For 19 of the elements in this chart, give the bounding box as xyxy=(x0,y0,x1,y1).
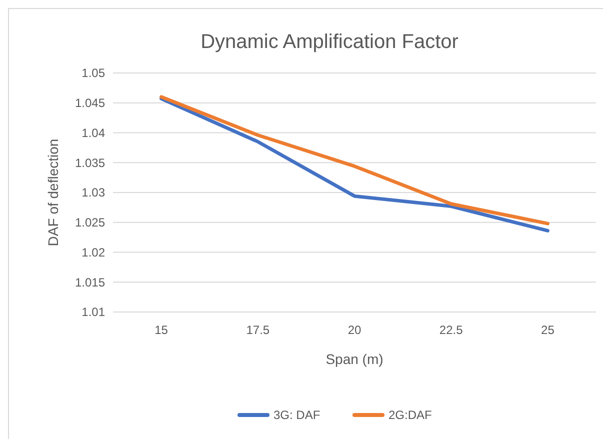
y-tick-label: 1.015 xyxy=(74,275,106,290)
x-tick-label: 17.5 xyxy=(246,323,270,337)
x-tick-label: 20 xyxy=(348,323,362,337)
y-tick-label: 1.02 xyxy=(82,245,106,260)
chart-title: Dynamic Amplification Factor xyxy=(200,31,459,53)
y-tick-label: 1.045 xyxy=(74,96,106,110)
y-tick-label: 1.035 xyxy=(74,156,106,170)
legend-label: 3G: DAF xyxy=(274,408,320,422)
y-tick-label: 1.04 xyxy=(82,126,106,140)
x-tick-label: 25 xyxy=(541,323,555,337)
x-tick-label: 15 xyxy=(154,323,168,337)
legend-label: 2G:DAF xyxy=(388,408,432,422)
y-tick-label: 1.03 xyxy=(82,186,106,200)
x-tick-label: 22.5 xyxy=(439,323,464,337)
x-axis-title: Span (m) xyxy=(326,351,384,367)
y-axis-title: DAF of deflection xyxy=(45,138,61,246)
y-tick-label: 1.025 xyxy=(74,216,106,230)
y-tick-label: 1.01 xyxy=(82,305,106,320)
y-tick-label: 1.05 xyxy=(82,66,106,80)
